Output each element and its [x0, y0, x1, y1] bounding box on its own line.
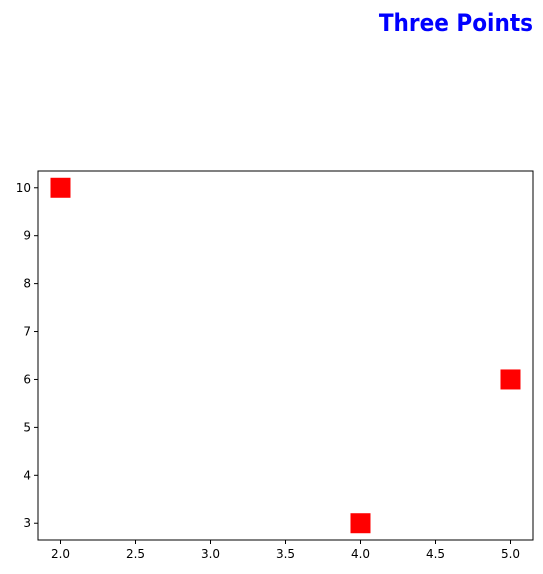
- x-tick-label: 4.5: [426, 547, 445, 561]
- y-axis: 3 4 5 6 7 8 9 10: [16, 181, 38, 530]
- plot-area: [37, 170, 534, 541]
- chart-title: Three Points: [379, 9, 533, 37]
- x-tick-label: 2.5: [126, 547, 145, 561]
- data-point-marker: [500, 369, 521, 390]
- x-axis: 2.0 2.5 3.0 3.5 4.0 4.5 5.0: [51, 540, 520, 561]
- y-tick-label: 4: [23, 468, 31, 482]
- y-tick-label: 10: [16, 181, 31, 195]
- x-tick-label: 3.5: [276, 547, 295, 561]
- x-tick-label: 3.0: [201, 547, 220, 561]
- data-point-marker: [350, 513, 371, 534]
- y-tick-label: 6: [23, 372, 31, 386]
- y-tick-label: 9: [23, 229, 31, 243]
- x-tick-label: 4.0: [351, 547, 370, 561]
- data-points: [50, 177, 521, 534]
- data-point-marker: [50, 177, 71, 198]
- y-tick-label: 7: [23, 325, 31, 339]
- y-tick-label: 8: [23, 277, 31, 291]
- x-tick-label: 2.0: [51, 547, 70, 561]
- y-tick-label: 5: [23, 420, 31, 434]
- x-tick-label: 5.0: [501, 547, 520, 561]
- y-tick-label: 3: [23, 516, 31, 530]
